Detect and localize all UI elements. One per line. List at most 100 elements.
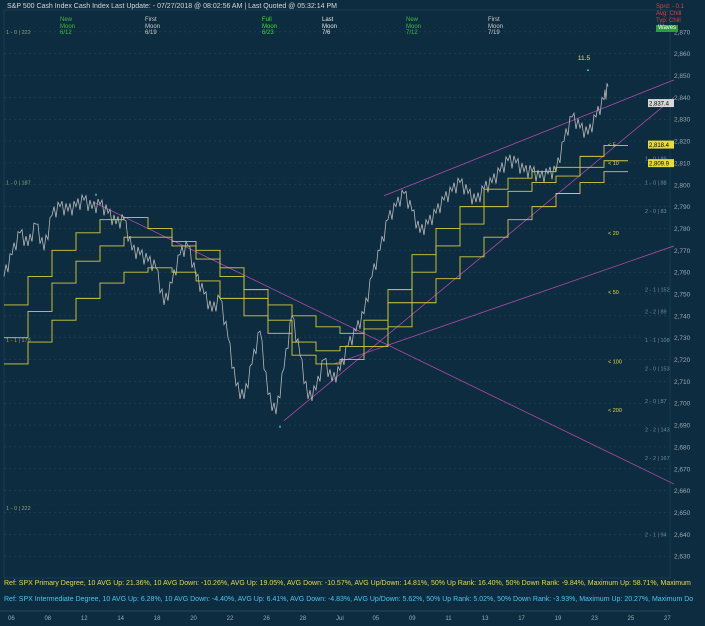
moon-phase-4: Last Moon 7/6 bbox=[322, 17, 337, 37]
x-tick-label: Jul bbox=[336, 616, 344, 622]
price-tag-box bbox=[648, 140, 674, 149]
corner-spread: Sprd: - 0.1 bbox=[656, 4, 685, 10]
x-tick-label: 22 bbox=[227, 616, 234, 622]
step-ma-1 bbox=[4, 144, 628, 334]
level-label-right: 2 - 2 | 143 bbox=[645, 427, 670, 433]
corner-waves[interactable]: Waves bbox=[656, 25, 679, 32]
ma-label: < 5 bbox=[608, 143, 616, 149]
level-label-right: 1 - 1 | 108 bbox=[645, 338, 670, 344]
level-label-left: 1 - 0 | 187 bbox=[6, 181, 31, 187]
level-label-right: 2 - 1 | 152 bbox=[645, 288, 670, 294]
y-tick-label: 2,830 bbox=[674, 117, 691, 124]
chart-annotation: ▲ bbox=[586, 67, 590, 72]
moon-phase-sub: Moon bbox=[262, 23, 278, 30]
x-tick-label: 12 bbox=[81, 616, 88, 622]
moon-phase-label: New bbox=[406, 17, 419, 23]
level-label-right: 2 - 0 | 83 bbox=[645, 209, 667, 215]
y-tick-label: 2,760 bbox=[674, 270, 691, 277]
price-tag-label: 2,818.4 bbox=[649, 143, 670, 149]
moon-phase-date: 6/19 bbox=[145, 30, 157, 36]
x-tick-label: 26 bbox=[263, 616, 270, 622]
price-tag-box bbox=[648, 159, 674, 168]
x-tick-label: 09 bbox=[409, 616, 416, 622]
trendline-upper-channel bbox=[383, 79, 675, 197]
x-tick-label: 13 bbox=[482, 616, 489, 622]
y-tick-label: 2,700 bbox=[674, 401, 691, 408]
chart-annotation: 11.5 bbox=[578, 55, 591, 62]
x-tick-label: 14 bbox=[117, 616, 124, 622]
moon-phase-1: New Moon 6/12 bbox=[60, 17, 75, 37]
moon-phase-label: Full bbox=[262, 17, 272, 23]
y-tick-label: 2,680 bbox=[674, 444, 691, 451]
moon-phase-date: 7/12 bbox=[406, 30, 418, 36]
y-tick-label: 2,710 bbox=[674, 379, 691, 386]
ma-label: < 200 bbox=[608, 408, 622, 414]
moon-phase-label: First bbox=[145, 17, 157, 23]
chart-annotation: ▲ bbox=[278, 423, 282, 428]
price-series bbox=[3, 83, 609, 415]
x-tick-label: 20 bbox=[190, 616, 197, 622]
level-label-left: 1 - 0 | 222 bbox=[6, 30, 31, 36]
x-tick-label: 17 bbox=[518, 616, 525, 622]
level-label-left: 1 - 1 | 178 bbox=[6, 338, 31, 344]
y-tick-label: 2,840 bbox=[674, 95, 691, 102]
primary-degree-stats: Ref: SPX Primary Degree, 10 AVG Up: 21.3… bbox=[4, 580, 691, 587]
moon-phase-date: 7/6 bbox=[322, 30, 331, 36]
moon-phase-sub: Moon bbox=[406, 23, 422, 30]
moon-phase-sub: Moon bbox=[322, 23, 338, 30]
step-ma-3 bbox=[4, 171, 628, 365]
x-tick-label: 06 bbox=[8, 616, 15, 622]
x-tick-label: 08 bbox=[44, 616, 51, 622]
ma-label: < 20 bbox=[608, 231, 619, 237]
moon-phase-label: Last bbox=[322, 17, 334, 23]
x-tick-label: 27 bbox=[664, 616, 671, 622]
price-tag-label: 2,809.9 bbox=[649, 162, 670, 168]
moon-phase-sub: Moon bbox=[488, 23, 504, 30]
y-tick-label: 2,870 bbox=[674, 29, 691, 36]
y-tick-label: 2,800 bbox=[674, 182, 691, 189]
x-tick-label: 23 bbox=[591, 616, 598, 622]
corner-info: Sprd: - 0.1 Avg: Chill Typ: Chill Waves bbox=[656, 4, 684, 32]
y-tick-label: 2,660 bbox=[674, 488, 691, 495]
y-tick-label: 2,630 bbox=[674, 554, 691, 561]
trendline-lower-channel bbox=[283, 97, 675, 422]
y-tick-label: 2,750 bbox=[674, 292, 691, 299]
moon-phase-6: First Moon 7/19 bbox=[488, 17, 503, 37]
price-tag-box bbox=[648, 99, 674, 108]
y-tick-label: 2,860 bbox=[674, 51, 691, 58]
trendline-base-line bbox=[333, 245, 675, 365]
y-tick-label: 2,720 bbox=[674, 357, 691, 364]
y-tick-label: 2,670 bbox=[674, 466, 691, 473]
x-tick-label: 05 bbox=[372, 616, 379, 622]
moon-phase-date: 6/12 bbox=[60, 30, 72, 36]
level-label-right: 2 - 2 | 89 bbox=[645, 309, 667, 315]
y-tick-label: 2,810 bbox=[674, 160, 691, 167]
x-tick-label: 18 bbox=[154, 616, 161, 622]
level-label-right: 1 - 0 | 88 bbox=[645, 181, 667, 187]
moon-phase-2: First Moon 6/19 bbox=[145, 17, 160, 37]
y-tick-label: 2,790 bbox=[674, 204, 691, 211]
x-tick-label: 28 bbox=[300, 616, 307, 622]
moon-phase-sub: Moon bbox=[145, 23, 161, 30]
moon-phase-date: 6/23 bbox=[262, 30, 274, 36]
ma-label: < 100 bbox=[608, 360, 622, 366]
chart-annotation: ▲ bbox=[94, 192, 98, 197]
moon-phase-label: New bbox=[60, 17, 73, 23]
ma-label: < 50 bbox=[608, 290, 619, 296]
x-tick-label: 25 bbox=[628, 616, 635, 622]
y-tick-label: 2,640 bbox=[674, 532, 691, 539]
step-ma-2 bbox=[4, 160, 628, 352]
level-label-left: 1 - 0 | 222 bbox=[6, 506, 31, 512]
y-tick-label: 2,740 bbox=[674, 313, 691, 320]
y-tick-label: 2,820 bbox=[674, 139, 691, 146]
level-label-right: 2 - 0 | 153 bbox=[645, 366, 670, 372]
trendline-down-line bbox=[93, 201, 675, 485]
level-label-right: 2 - 2 | 167 bbox=[645, 456, 670, 462]
x-tick-label: 11 bbox=[445, 616, 452, 622]
y-tick-label: 2,690 bbox=[674, 423, 691, 430]
level-label-right: 2 - 1 | 94 bbox=[645, 532, 667, 538]
moon-phase-date: 7/19 bbox=[488, 30, 500, 36]
level-label-right: 2 - 0 | 87 bbox=[645, 399, 667, 405]
